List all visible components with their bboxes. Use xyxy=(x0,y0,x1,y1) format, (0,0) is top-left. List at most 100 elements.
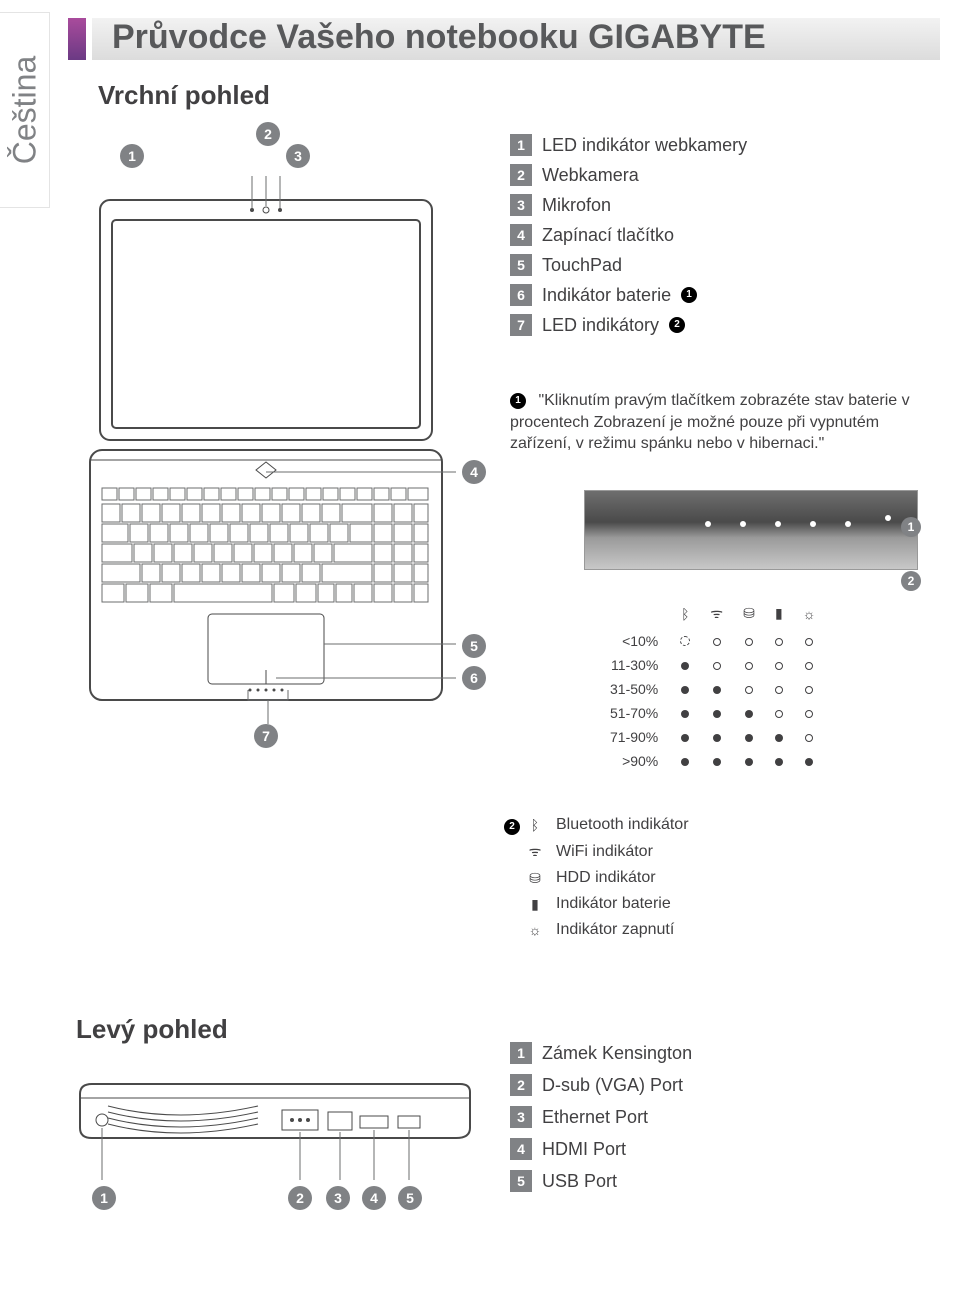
legend-num: 5 xyxy=(510,254,532,276)
wifi-icon: ᯤ xyxy=(710,605,723,621)
legend-num: 3 xyxy=(510,1106,532,1128)
bat-cell xyxy=(733,653,765,677)
laptop-top-illustration xyxy=(76,176,456,741)
indicator-label: Indikátor baterie xyxy=(556,895,671,913)
bat-row-label: 31-50% xyxy=(600,677,670,701)
legend-num: 6 xyxy=(510,284,532,306)
section-title-left: Levý pohled xyxy=(76,1014,228,1045)
note-ref: 1 xyxy=(510,393,526,409)
bat-row-label: 11-30% xyxy=(600,653,670,677)
bat-cell xyxy=(733,749,765,773)
indicator-row: ᯤWiFi indikátor xyxy=(526,842,689,861)
bat-cell xyxy=(765,677,793,701)
ref-mark: 2 xyxy=(669,317,685,333)
legend-label: Mikrofon xyxy=(542,195,611,216)
bat-cell xyxy=(793,701,826,725)
bat-cell xyxy=(670,725,700,749)
callout-7: 7 xyxy=(254,724,278,748)
language-tab: Čeština xyxy=(0,12,50,208)
bat-cell xyxy=(733,701,765,725)
bat-row-label: >90% xyxy=(600,749,670,773)
bat-cell xyxy=(700,701,733,725)
legend-num: 4 xyxy=(510,224,532,246)
legend-num: 5 xyxy=(510,1170,532,1192)
page-title: Průvodce Vašeho notebooku GIGABYTE xyxy=(112,18,766,57)
legend-num: 7 xyxy=(510,314,532,336)
indicator-label: Indikátor zapnutí xyxy=(556,921,674,939)
hdd-icon: ⛁ xyxy=(743,605,755,621)
bat-cell xyxy=(765,653,793,677)
bat-cell xyxy=(765,701,793,725)
bt-icon: ᛒ xyxy=(526,817,544,833)
legend-top: 1 LED indikátor webkamery 2 Webkamera 3Mikro… xyxy=(510,134,747,344)
callout-left-4: 4 xyxy=(362,1186,386,1210)
batt-icon: ▮ xyxy=(775,605,783,621)
callout-1: 1 xyxy=(120,144,144,168)
legend-num: 2 xyxy=(510,1074,532,1096)
bat-cell xyxy=(793,653,826,677)
bat-cell xyxy=(700,725,733,749)
indicator-row: ▮Indikátor baterie xyxy=(526,895,689,913)
legend-label: LED indikátory xyxy=(542,315,659,336)
callout-left-3: 3 xyxy=(326,1186,350,1210)
callout-6: 6 xyxy=(462,666,486,690)
legend-left-row: 5 USB Port xyxy=(510,1170,692,1192)
bat-cell xyxy=(670,749,700,773)
legend-indicators: 2 ᛒBluetooth indikátorᯤWiFi indikátor⛁HD… xyxy=(526,816,689,947)
legend-left-row: 4 HDMI Port xyxy=(510,1138,692,1160)
legend-num: 1 xyxy=(510,134,532,156)
bat-cell xyxy=(700,677,733,701)
bat-row-label: 71-90% xyxy=(600,725,670,749)
bat-cell xyxy=(765,725,793,749)
indicator-row: ⛁ HDD indikátor xyxy=(526,869,689,887)
power-icon: ☼ xyxy=(526,922,544,938)
section-title-top: Vrchní pohled xyxy=(98,80,270,111)
bat-cell xyxy=(670,677,700,701)
bat-cell xyxy=(733,677,765,701)
header-accent xyxy=(68,18,86,60)
legend-left-row: 1 Zámek Kensington xyxy=(510,1042,692,1064)
legend-row: 1 LED indikátor webkamery xyxy=(510,134,747,156)
bat-cell xyxy=(670,701,700,725)
legend-label: Zámek Kensington xyxy=(542,1043,692,1064)
hdd-icon: ⛁ xyxy=(526,870,544,887)
battery-table: ᛒᯤ⛁▮☼<10%11-30%31-50%51-70%71-90%>90% xyxy=(600,600,826,773)
bat-cell xyxy=(793,629,826,653)
indicator-label: Bluetooth indikátor xyxy=(556,816,689,834)
bat-cell xyxy=(670,629,700,653)
legend-label: USB Port xyxy=(542,1171,617,1192)
legend-num: 2 xyxy=(510,164,532,186)
legend-label: HDMI Port xyxy=(542,1139,626,1160)
indicator-row: ᛒ Bluetooth indikátor xyxy=(526,816,689,834)
indicator-label: HDD indikátor xyxy=(556,869,656,887)
bat-row-label: 51-70% xyxy=(600,701,670,725)
callout-4: 4 xyxy=(462,460,486,484)
legend-label: TouchPad xyxy=(542,255,622,276)
legend-left-row: 3 Ethernet Port xyxy=(510,1106,692,1128)
legend2-ref: 2 xyxy=(504,819,520,835)
bat-cell xyxy=(700,749,733,773)
bat-cell xyxy=(793,725,826,749)
legend-label: D-sub (VGA) Port xyxy=(542,1075,683,1096)
callout-5: 5 xyxy=(462,634,486,658)
note-text: "Kliknutím pravým tlačítkem zobrazéte st… xyxy=(510,392,910,452)
battery-note: 1 "Kliknutím pravým tlačítkem zobrazéte … xyxy=(510,390,910,455)
legend-label: Webkamera xyxy=(542,165,639,186)
legend-num: 4 xyxy=(510,1138,532,1160)
legend-label: Ethernet Port xyxy=(542,1107,648,1128)
callout-left-5: 5 xyxy=(398,1186,422,1210)
language-label: Čeština xyxy=(6,56,43,165)
legend-row: 4Zapínací tlačítko xyxy=(510,224,747,246)
legend-row: 6 Indikátor baterie 1 xyxy=(510,284,747,306)
legend-label: LED indikátor webkamery xyxy=(542,135,747,156)
indicator-row: ☼ Indikátor zapnutí xyxy=(526,921,689,939)
legend-row: 3Mikrofon xyxy=(510,194,747,216)
legend-num: 1 xyxy=(510,1042,532,1064)
bat-row-label: <10% xyxy=(600,629,670,653)
led-label-1: 1 xyxy=(901,517,921,537)
legend-label: Indikátor baterie xyxy=(542,285,671,306)
ref-mark: 1 xyxy=(681,287,697,303)
power-icon: ☼ xyxy=(803,606,816,622)
bat-cell xyxy=(793,749,826,773)
bat-cell xyxy=(700,653,733,677)
